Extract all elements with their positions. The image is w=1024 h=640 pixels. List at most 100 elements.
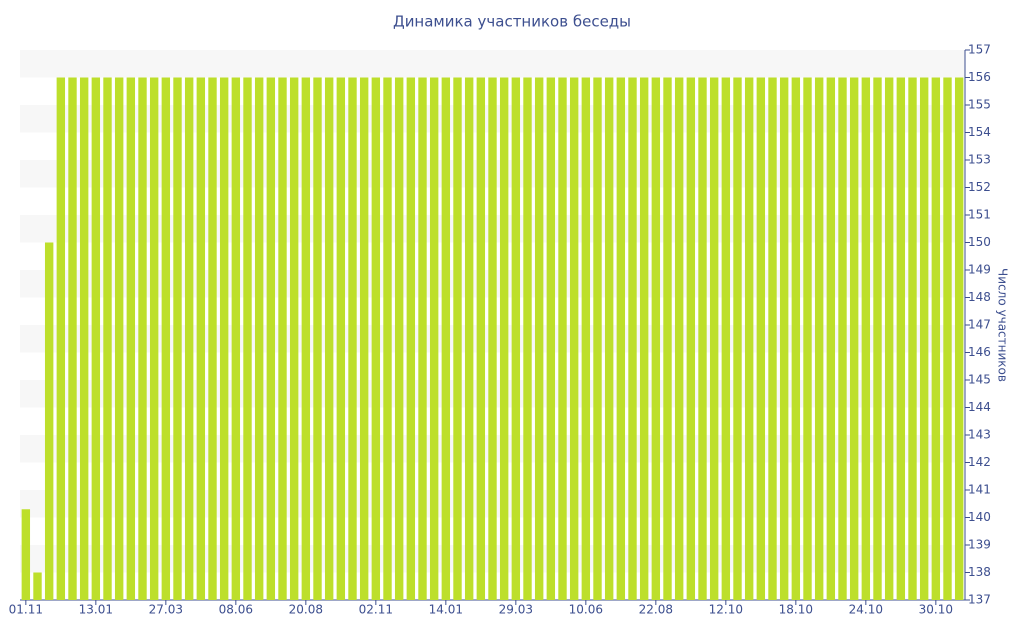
bar [289,77,299,600]
y-tick-label: 138 [968,565,991,579]
bar [219,77,229,600]
y-tick-label: 139 [968,538,991,552]
bar [581,77,591,600]
bar [371,77,381,600]
bar [558,77,567,600]
bar [278,77,287,600]
bar [254,77,264,600]
bar [873,77,882,600]
y-tick-label: 155 [968,98,991,112]
bar [651,77,661,600]
bar [616,77,626,600]
y-tick-label: 157 [968,43,991,57]
bar [149,77,159,600]
x-tick-label: 24.10 [849,603,883,617]
bar [313,77,322,600]
x-tick-label: 22.08 [639,603,673,617]
bar [44,242,54,600]
bar [779,77,789,600]
bar [161,77,171,600]
y-tick-label: 150 [968,235,991,249]
bar [91,77,101,600]
bar [266,77,276,600]
y-tick-label: 140 [968,510,991,524]
bar [488,77,497,600]
bar [114,77,124,600]
x-tick-label: 02.11 [359,603,393,617]
bar [243,77,252,600]
y-tick-label: 144 [968,400,991,414]
x-tick-label: 01.11 [9,603,43,617]
bar [943,77,952,600]
y-tick-label: 137 [968,593,991,607]
band [20,50,965,78]
x-tick-label: 08.06 [219,603,253,617]
bar [593,77,602,600]
bar [896,77,906,600]
bar [721,77,731,600]
bar [744,77,754,600]
bar [733,77,742,600]
y-tick-label: 142 [968,455,991,469]
x-tick-label: 14.01 [429,603,463,617]
bar [56,77,66,600]
bar [954,77,964,600]
bar [184,77,194,600]
bar [429,77,439,600]
bar [546,77,556,600]
bar [511,77,521,600]
bar [453,77,462,600]
bar [68,77,77,600]
bar [499,77,509,600]
bar [406,77,416,600]
x-tick-label: 30.10 [919,603,953,617]
x-tick-label: 27.03 [149,603,183,617]
bar [826,77,836,600]
y-tick-label: 148 [968,290,991,304]
bar [814,77,824,600]
bar [336,77,346,600]
y-tick-label: 147 [968,318,991,332]
bar [418,77,427,600]
y-tick-label: 141 [968,483,991,497]
bar [523,77,532,600]
x-tick-label: 20.08 [289,603,323,617]
bar [394,77,404,600]
bar [884,77,894,600]
chart-title: Динамика участников беседы [393,13,631,31]
bar [359,77,369,600]
y-tick-label: 156 [968,70,991,84]
bar [138,77,147,600]
bar [441,77,451,600]
bar [569,77,579,600]
x-tick-label: 29.03 [499,603,533,617]
bar [383,77,392,600]
bar [464,77,474,600]
bar [686,77,696,600]
bar [908,77,917,600]
bar [838,77,847,600]
y-tick-label: 151 [968,208,991,222]
bar [756,77,766,600]
bar [103,77,112,600]
bar [628,77,637,600]
bar [126,77,136,600]
y-tick-label: 149 [968,263,991,277]
x-tick-label: 12.10 [709,603,743,617]
bar [196,77,206,600]
bar [674,77,684,600]
x-tick-label: 18.10 [779,603,813,617]
y-tick-label: 143 [968,428,991,442]
bar [663,77,672,600]
y-tick-label: 153 [968,153,991,167]
bar [173,77,182,600]
bar [21,509,31,600]
bar [849,77,859,600]
bar [476,77,486,600]
bar [348,77,357,600]
y-tick-label: 146 [968,345,991,359]
bar [33,572,42,600]
bar [534,77,544,600]
bar [639,77,649,600]
bar [861,77,871,600]
